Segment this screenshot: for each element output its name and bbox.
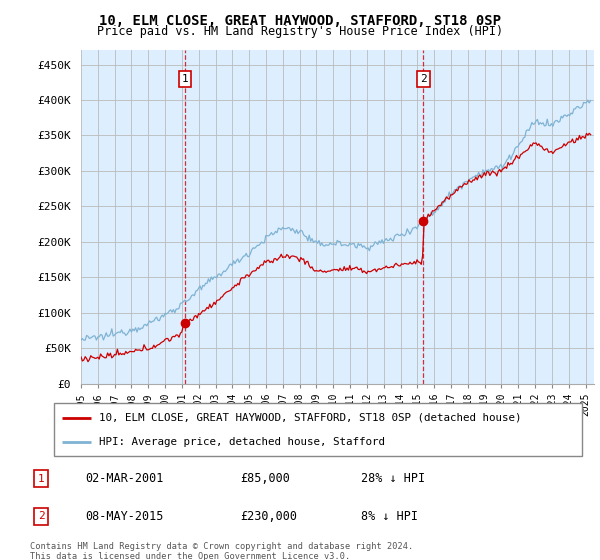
Text: 08-MAY-2015: 08-MAY-2015 (85, 510, 164, 523)
Text: HPI: Average price, detached house, Stafford: HPI: Average price, detached house, Staf… (99, 437, 385, 447)
Text: 1: 1 (38, 474, 44, 484)
Text: 1: 1 (181, 74, 188, 84)
Text: 10, ELM CLOSE, GREAT HAYWOOD, STAFFORD, ST18 0SP (detached house): 10, ELM CLOSE, GREAT HAYWOOD, STAFFORD, … (99, 413, 521, 423)
Text: Contains HM Land Registry data © Crown copyright and database right 2024.
This d: Contains HM Land Registry data © Crown c… (30, 542, 413, 560)
Text: 8% ↓ HPI: 8% ↓ HPI (361, 510, 418, 523)
Text: 10, ELM CLOSE, GREAT HAYWOOD, STAFFORD, ST18 0SP: 10, ELM CLOSE, GREAT HAYWOOD, STAFFORD, … (99, 14, 501, 28)
Text: Price paid vs. HM Land Registry's House Price Index (HPI): Price paid vs. HM Land Registry's House … (97, 25, 503, 38)
Text: 2: 2 (38, 511, 44, 521)
Text: 02-MAR-2001: 02-MAR-2001 (85, 472, 164, 485)
Text: 2: 2 (420, 74, 427, 84)
FancyBboxPatch shape (54, 403, 582, 456)
Text: £85,000: £85,000 (240, 472, 290, 485)
Text: £230,000: £230,000 (240, 510, 297, 523)
Text: 28% ↓ HPI: 28% ↓ HPI (361, 472, 425, 485)
